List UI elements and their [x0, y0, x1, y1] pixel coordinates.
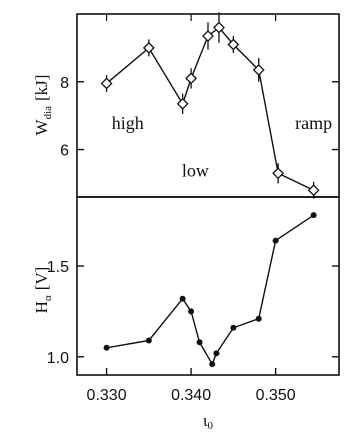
top-data-point — [176, 97, 189, 110]
bottom-data-point — [272, 237, 279, 244]
annotation-low: low — [182, 161, 209, 181]
panel-top-error-bars — [105, 12, 315, 199]
bottom-data-point — [188, 308, 195, 315]
bottom-data-point — [255, 315, 262, 322]
top-data-point — [202, 30, 214, 42]
top-ytick-label: 8 — [60, 75, 69, 92]
bottom-xtick-label: 0.340 — [171, 387, 211, 404]
panel-bottom: 1.0 1.5 0.330 0.340 0.350 Hα[V] ι0 — [32, 196, 340, 432]
panel-bottom-series-line — [106, 214, 315, 366]
bottom-data-point — [179, 295, 186, 302]
panel-top-ticks: 68 — [60, 14, 339, 160]
annotation-high: high — [112, 113, 144, 133]
panel-top-ylabel: Wdia[kJ] — [32, 75, 54, 136]
top-ytick-label: 6 — [60, 143, 69, 160]
top-data-point — [252, 63, 265, 76]
top-data-point — [142, 41, 155, 54]
panel-bottom-markers — [103, 212, 317, 368]
top-data-point — [100, 77, 113, 90]
panel-top-series-line — [106, 26, 314, 191]
panel-top-markers — [100, 21, 320, 197]
bottom-data-point — [196, 339, 203, 346]
bottom-ytick-label: 1.5 — [47, 259, 69, 276]
panel-top-annotations: high ramp low — [112, 113, 332, 180]
top-data-point — [307, 184, 320, 197]
panel-bottom-xlabel: ι0 — [203, 411, 214, 432]
panel-bottom-ticks: 1.0 1.5 0.330 0.340 0.350 — [47, 259, 339, 404]
top-data-point — [213, 21, 225, 34]
bottom-data-point — [145, 337, 152, 344]
top-data-point — [272, 167, 285, 180]
panel-bottom-frame — [76, 196, 340, 376]
bottom-xtick-label: 0.350 — [256, 387, 296, 404]
bottom-ytick-label: 1.0 — [47, 350, 69, 367]
bottom-data-point — [103, 344, 110, 351]
annotation-ramp: ramp — [295, 113, 332, 133]
top-data-point — [185, 72, 198, 85]
bottom-data-point — [310, 212, 317, 219]
bottom-data-point — [209, 361, 216, 368]
bottom-xtick-label: 0.330 — [87, 387, 127, 404]
top-data-point — [227, 38, 240, 51]
bottom-data-point — [213, 350, 220, 357]
panel-bottom-ylabel: Hα[V] — [32, 267, 54, 314]
bottom-data-point — [230, 324, 237, 331]
